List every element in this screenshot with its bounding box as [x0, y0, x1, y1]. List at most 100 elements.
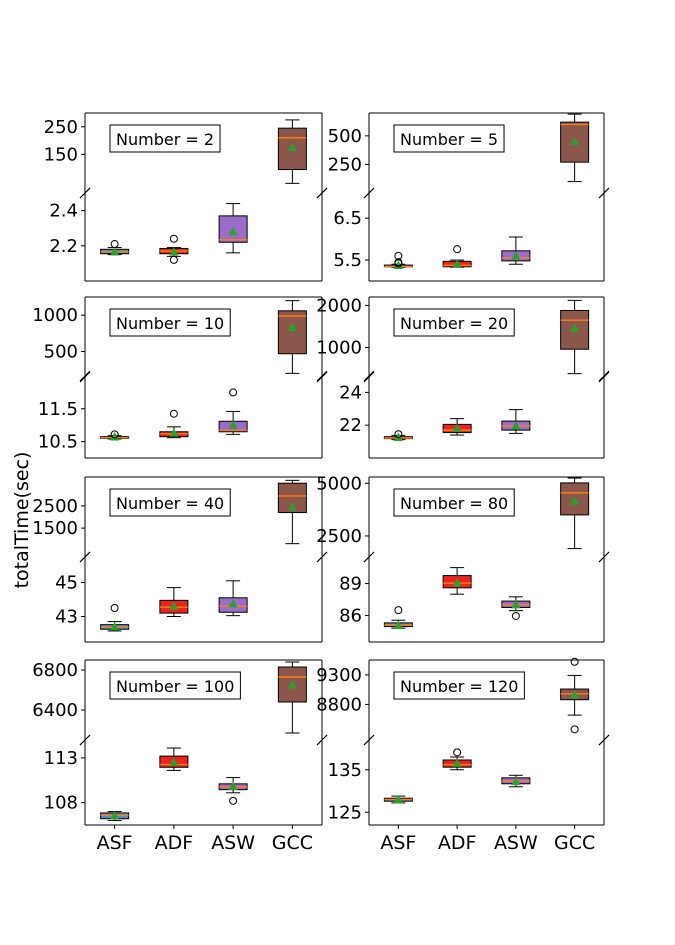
box-asw [501, 236, 531, 265]
y-tick-label: 2.4 [49, 201, 78, 222]
axis-break-mark [79, 370, 91, 382]
axis-break-mark [363, 370, 375, 382]
panel-4: 1000 2000 22 24 Number = 20 [316, 295, 610, 459]
annotation-box: Number = 5 [393, 124, 505, 153]
x-tick-label: ASF [380, 832, 416, 854]
box-adf [442, 567, 472, 595]
mean-marker [169, 601, 179, 610]
mean-marker [570, 496, 580, 505]
mean-marker [393, 432, 403, 441]
mean-marker [511, 250, 521, 260]
box-asw [218, 777, 248, 805]
x-tick-label: ADF [155, 832, 194, 854]
y-tick-label: 11.5 [38, 399, 78, 420]
x-tick-label: ADF [438, 832, 477, 854]
outlier-point [169, 255, 178, 264]
y-tick-label: 10.5 [38, 432, 78, 453]
box-gcc [560, 477, 590, 550]
axis-break-mark [79, 187, 91, 199]
y-tick-label: 250 [44, 117, 78, 138]
mean-marker [570, 136, 580, 146]
x-tick-label: GCC [272, 832, 313, 854]
outlier-point [394, 606, 403, 615]
annotation-text: Number = 80 [400, 494, 508, 513]
outlier-point [169, 409, 178, 418]
subplot-top: 500 1000 [32, 296, 328, 383]
mean-marker [452, 578, 462, 587]
y-tick-label: 250 [328, 154, 362, 175]
annotation-text: Number = 100 [116, 677, 234, 696]
axis-break-mark [598, 734, 610, 746]
annotation-box: Number = 20 [393, 308, 515, 337]
annotation-text: Number = 2 [116, 130, 214, 149]
y-tick-label: 8800 [316, 694, 362, 715]
box-asf [383, 251, 413, 269]
annotation-frame [393, 308, 515, 337]
box-asw [501, 596, 531, 620]
outlier-point [110, 604, 119, 612]
subplot-bottom: 22 24 [339, 370, 610, 459]
outlier-point [570, 657, 579, 666]
y-tick-label: 1000 [316, 338, 362, 359]
annotation-box: Number = 10 [109, 308, 231, 337]
annotation-text: Number = 5 [400, 130, 498, 149]
subplot-top: 2500 5000 [316, 473, 610, 563]
x-tick-label: ASF [97, 832, 133, 854]
y-tick-label: 6.5 [333, 208, 362, 229]
y-tick-label: 2500 [32, 496, 78, 517]
annotation-text: Number = 120 [400, 677, 518, 696]
mean-marker [287, 680, 297, 689]
y-tick-label: 6800 [32, 660, 78, 681]
outlier-point [394, 259, 403, 268]
box-adf [442, 245, 472, 268]
box-asf [383, 430, 413, 441]
x-tick-label: ASW [494, 832, 538, 854]
outlier-point [570, 725, 579, 734]
box-body [277, 310, 307, 355]
mean-marker [228, 598, 238, 608]
annotation-box: Number = 80 [393, 488, 515, 517]
box-gcc [277, 119, 307, 184]
axis-break-mark [363, 551, 375, 563]
y-tick-label: 24 [339, 382, 362, 403]
annotation-frame [393, 671, 525, 700]
y-tick-label: 6400 [32, 700, 78, 721]
box-gcc [277, 300, 307, 374]
outlier-point [110, 430, 119, 439]
mean-marker [287, 322, 297, 332]
mean-marker [452, 758, 462, 767]
mean-marker [110, 811, 120, 820]
outlier-point [394, 430, 403, 439]
mean-marker [452, 259, 462, 268]
outlier-point [453, 748, 462, 757]
subplot-top: 8800 9300 [316, 657, 610, 746]
y-tick-label: 113 [44, 748, 78, 769]
y-tick-label: 500 [328, 126, 362, 147]
axis-break-mark [598, 370, 610, 382]
subplot-bottom: 10.5 11.5 [38, 370, 328, 459]
outlier-point [229, 796, 238, 805]
outlier-point [110, 240, 119, 249]
mean-marker [393, 260, 403, 269]
box-asf [100, 430, 130, 441]
box-asf [383, 606, 413, 630]
y-tick-label: 89 [339, 574, 362, 595]
annotation-frame [393, 124, 505, 153]
mean-marker [570, 323, 580, 333]
outlier-point [394, 251, 403, 260]
annotation-frame [109, 671, 241, 700]
y-tick-label: 5000 [316, 473, 362, 494]
panel-3: 500 1000 10.5 11.5 Number = 10 [32, 296, 328, 459]
y-tick-label: 5.5 [333, 250, 362, 271]
y-tick-label: 22 [339, 415, 362, 436]
mean-marker [110, 432, 120, 441]
y-tick-label: 150 [44, 144, 78, 165]
annotation-text: Number = 10 [116, 314, 224, 333]
box-asw [218, 580, 248, 617]
subplot-bottom: 5.5 6.5 [333, 187, 610, 282]
